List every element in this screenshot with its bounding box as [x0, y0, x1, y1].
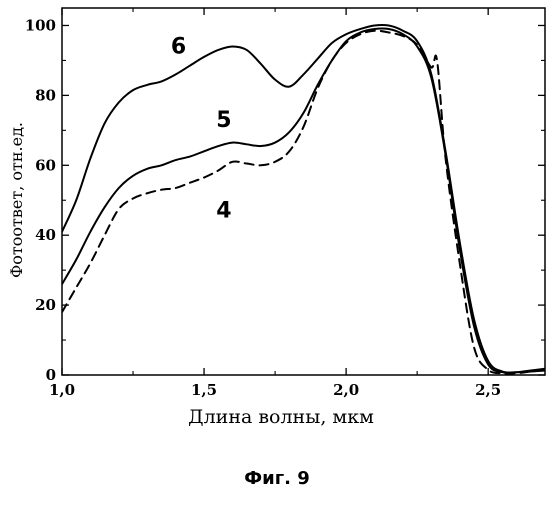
y-axis-title: Фотоответ, отн.ед. — [7, 122, 26, 278]
y-tick-label: 100 — [25, 16, 56, 34]
curves-layer — [62, 25, 545, 374]
series-label-5: 5 — [216, 108, 231, 133]
figure-caption: Фиг. 9 — [244, 468, 310, 489]
y-tick-label: 80 — [35, 86, 56, 104]
x-axis-title: Длина волны, мкм — [188, 406, 374, 428]
y-tick-label: 20 — [35, 296, 56, 314]
y-tick-label: 60 — [35, 156, 56, 174]
series-curve-5 — [62, 28, 545, 372]
labels-layer: 6 5 4 — [171, 34, 232, 223]
y-tick-label: 0 — [46, 366, 56, 384]
axes-layer: 1,01,52,02,5020406080100 — [25, 8, 545, 399]
y-tick-label: 40 — [35, 226, 56, 244]
x-tick-label: 2,5 — [475, 381, 501, 399]
x-tick-label: 2,0 — [333, 381, 359, 399]
series-label-6: 6 — [171, 34, 186, 59]
series-label-4: 4 — [216, 199, 231, 224]
x-tick-label: 1,5 — [191, 381, 217, 399]
